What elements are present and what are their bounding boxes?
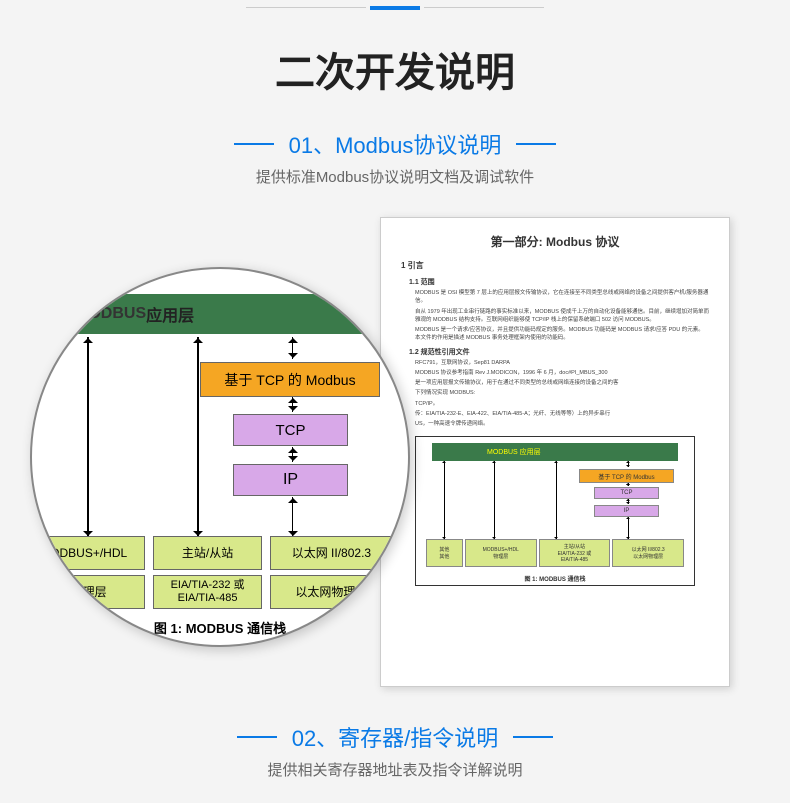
diagram-box-orange: 基于 TCP 的 Modbus xyxy=(200,362,380,397)
doc-paragraph: MODBUS 是一个请求/应答协议，并且提供功能码规定的服务。MODBUS 功能… xyxy=(415,326,709,343)
arrow-icon xyxy=(292,337,294,359)
arrow-icon xyxy=(628,461,629,467)
arrow-icon xyxy=(628,517,629,539)
section-1-subtitle: 提供标准Modbus协议说明文档及调试软件 xyxy=(0,166,790,187)
diagram-box-tcp: TCP xyxy=(233,414,348,446)
arrow-icon xyxy=(197,337,199,537)
section-1-title: 01、Modbus协议说明 xyxy=(289,128,502,160)
doc-heading: 1 引言 xyxy=(401,260,709,271)
diagram-cell: ODBUS+/HDL xyxy=(32,536,145,570)
section-1-header: 01、Modbus协议说明 提供标准Modbus协议说明文档及调试软件 xyxy=(0,128,790,187)
doc-ref: RFC791，互联网协议，Sep81 DARPA xyxy=(415,359,709,367)
diagram-cell: 以太网 II/802.3 xyxy=(270,536,393,570)
top-divider xyxy=(0,0,790,15)
diagram-caption: 图 1: MODBUS 通信栈 xyxy=(32,618,408,637)
section-2-subtitle: 提供相关寄存器地址表及指令详解说明 xyxy=(0,759,790,780)
doc-paragraph: 自从 1979 年出现工业串行链路的事实标准以来，MODBUS 使成千上万的自动… xyxy=(415,308,709,325)
diagram-box-top: MODBUS MODBUS 应用层应用层 xyxy=(57,294,383,334)
diagram-cell: MODBUS+/HDL物理层 xyxy=(465,539,537,567)
section-2-header: 02、寄存器/指令说明 提供相关寄存器地址表及指令详解说明 xyxy=(0,721,790,780)
magnifier-view: MODBUS MODBUS 应用层应用层 基于 TCP 的 Modbus TCP… xyxy=(30,267,410,647)
doc-paragraph: MODBUS 是 OSI 模型第 7 层上的应用层报文传输协议，它在连接至不同类… xyxy=(415,289,709,306)
page-title: 二次开发说明 xyxy=(0,40,790,98)
content-area: 第一部分: Modbus 协议 1 引言 1.1 范围 MODBUS 是 OSI… xyxy=(0,207,790,737)
section-2-title: 02、寄存器/指令说明 xyxy=(292,721,499,753)
arrow-icon xyxy=(292,497,294,537)
diagram-cell: EIA/TIA-232 或 EIA/TIA-485 xyxy=(153,575,261,609)
diagram-box-ip: IP xyxy=(233,464,348,496)
doc-title: 第一部分: Modbus 协议 xyxy=(401,233,709,250)
doc-ref: 是一项应用层报文传输协议，用于在通过不同类型的总线或网络连接的设备之间的客 xyxy=(415,379,709,387)
diagram-cell: 以太网 II/802.3以太网物理层 xyxy=(612,539,684,567)
arrow-icon xyxy=(628,483,629,486)
small-diagram: MODBUS 应用层 基于 TCP 的 Modbus TCP IP 其他其他 M… xyxy=(415,436,695,586)
diagram-cell: 主站/从站 xyxy=(153,536,261,570)
doc-subheading: 1.2 规范性引用文件 xyxy=(409,347,709,357)
diagram-cell: 其他其他 xyxy=(426,539,463,567)
doc-ref: 传：EIA/TIA-232-E、EIA-422、EIA/TIA-485-A；光纤… xyxy=(415,410,709,418)
document-preview: 第一部分: Modbus 协议 1 引言 1.1 范围 MODBUS 是 OSI… xyxy=(380,217,730,687)
doc-ref: 下列情况实现 MODBUS: xyxy=(415,389,709,397)
doc-ref: TCP/IP。 xyxy=(415,400,709,408)
doc-ref: MODBUS 协议参考指南 Rev J.MODICON，1996 年 6 月，d… xyxy=(415,369,709,377)
diagram-cell: 物理层 xyxy=(32,575,145,609)
arrow-icon xyxy=(628,499,629,504)
arrow-icon xyxy=(444,461,445,539)
arrow-icon xyxy=(292,447,294,462)
diagram-caption: 图 1: MODBUS 通信栈 xyxy=(416,574,694,583)
arrow-icon xyxy=(292,397,294,412)
arrow-icon xyxy=(494,461,495,539)
arrow-icon xyxy=(556,461,557,539)
diagram-cell: 以太网物理层 xyxy=(270,575,393,609)
doc-subheading: 1.1 范围 xyxy=(409,277,709,287)
diagram-cell: 主站/从站EIA/TIA-232 或 EIA/TIA-485 xyxy=(539,539,611,567)
doc-ref: US，一种高速令牌传递网络。 xyxy=(415,420,709,428)
arrow-icon xyxy=(87,337,89,537)
